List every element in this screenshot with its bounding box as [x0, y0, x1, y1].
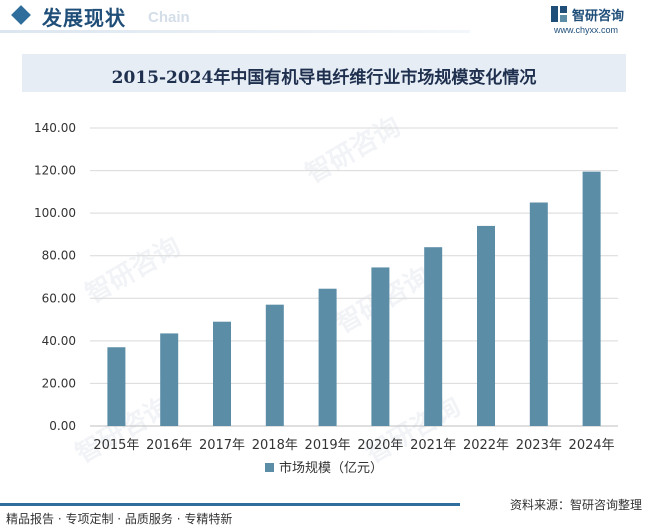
x-tick-label: 2019年 — [305, 438, 351, 453]
y-tick-label: 0.00 — [49, 419, 76, 433]
bar — [530, 203, 548, 427]
bar — [160, 333, 178, 426]
y-tick-label: 40.00 — [42, 334, 76, 348]
x-tick-label: 2024年 — [569, 438, 615, 453]
bar — [477, 226, 495, 426]
legend-swatch — [265, 463, 274, 472]
data-source: 资料来源：智研咨询整理 — [510, 496, 642, 513]
y-tick-label: 20.00 — [42, 376, 76, 390]
bar — [583, 172, 601, 426]
chart-legend: 市场规模（亿元） — [0, 457, 648, 476]
x-tick-label: 2016年 — [146, 438, 192, 453]
y-tick-label: 80.00 — [42, 249, 76, 263]
bar — [107, 347, 125, 426]
x-tick-label: 2017年 — [199, 438, 245, 453]
bar-layer — [107, 172, 600, 426]
bar — [319, 289, 337, 426]
y-tick-label: 140.00 — [34, 121, 76, 135]
footer-divider — [0, 503, 460, 506]
bar — [424, 247, 442, 426]
x-tick-label: 2021年 — [410, 438, 456, 453]
x-tick-label: 2023年 — [516, 438, 562, 453]
y-tick-label: 100.00 — [34, 206, 76, 220]
y-tick-label: 60.00 — [42, 291, 76, 305]
legend-label: 市场规模（亿元） — [279, 461, 383, 476]
x-tick-label: 2022年 — [463, 438, 509, 453]
bar — [213, 322, 231, 426]
bar — [266, 305, 284, 426]
x-tick-label: 2018年 — [252, 438, 298, 453]
footer-tagline: 精品报告 · 专项定制 · 品质服务 · 专精特新 — [6, 510, 232, 527]
bar — [371, 267, 389, 426]
x-tick-label: 2015年 — [93, 438, 139, 453]
x-tick-label: 2020年 — [357, 438, 403, 453]
y-tick-label: 120.00 — [34, 164, 76, 178]
